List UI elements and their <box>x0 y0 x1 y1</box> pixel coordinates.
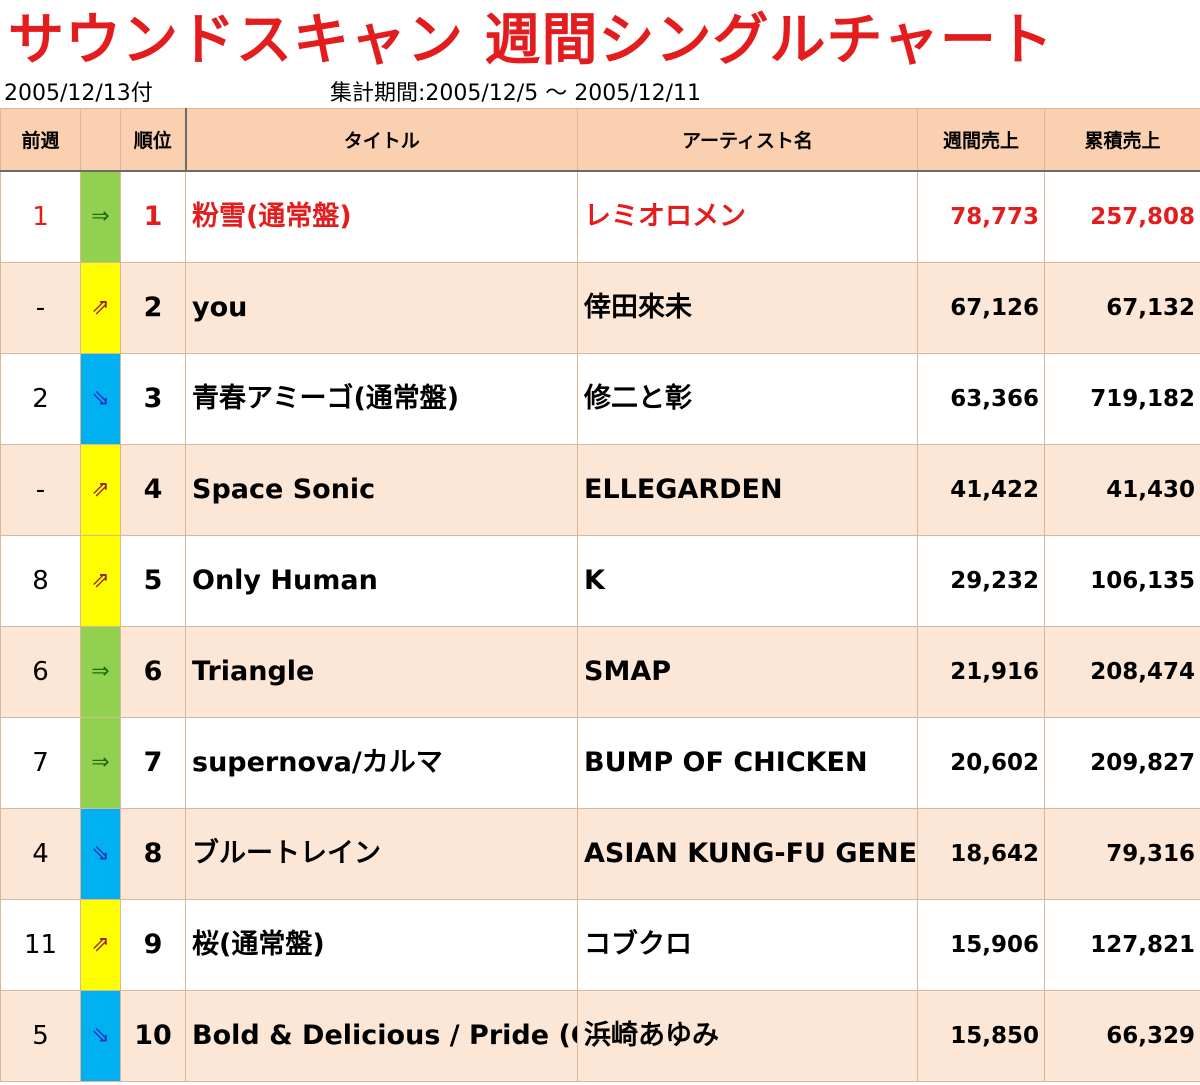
weekly-sales-cell: 20,602 <box>917 716 1045 809</box>
prev-week-cell: 5 <box>0 989 81 1082</box>
prev-week-cell: 2 <box>0 352 81 445</box>
total-sales-cell: 41,430 <box>1044 443 1200 536</box>
artist-cell: 浜崎あゆみ <box>577 989 918 1082</box>
col-rank: 順位 <box>120 108 187 172</box>
rank-cell: 3 <box>120 352 186 445</box>
title-cell: 粉雪(通常盤) <box>185 170 578 263</box>
artist-cell: コブクロ <box>577 898 918 991</box>
arrow-right-icon: ⇒ <box>80 170 121 263</box>
col-total-sales: 累積売上 <box>1044 108 1200 172</box>
arrow-up-right-icon: ⇗ <box>80 898 121 991</box>
arrow-up-right-icon: ⇗ <box>80 261 121 354</box>
arrow-up-right-icon: ⇗ <box>80 443 121 536</box>
weekly-sales-cell: 67,126 <box>917 261 1045 354</box>
table-row: 11 ⇗ 9 桜(通常盤) コブクロ 15,906 127,821 <box>0 898 1200 991</box>
title-cell: Triangle <box>185 625 578 718</box>
arrow-up-right-icon: ⇗ <box>80 534 121 627</box>
rank-cell: 9 <box>120 898 186 991</box>
prev-week-cell: 4 <box>0 807 81 900</box>
total-sales-cell: 208,474 <box>1044 625 1200 718</box>
rank-cell: 1 <box>120 170 186 263</box>
arrow-down-right-icon: ⇘ <box>80 989 121 1082</box>
artist-cell: 修二と彰 <box>577 352 918 445</box>
artist-cell: 倖田來未 <box>577 261 918 354</box>
weekly-sales-cell: 41,422 <box>917 443 1045 536</box>
total-sales-cell: 127,821 <box>1044 898 1200 991</box>
prev-week-cell: 7 <box>0 716 81 809</box>
title-cell: 青春アミーゴ(通常盤) <box>185 352 578 445</box>
arrow-right-icon: ⇒ <box>80 625 121 718</box>
total-sales-cell: 79,316 <box>1044 807 1200 900</box>
title-cell: supernova/カルマ <box>185 716 578 809</box>
header-row: 前週 順位 タイトル アーティスト名 週間売上 累積売上 <box>0 108 1200 172</box>
weekly-sales-cell: 78,773 <box>917 170 1045 263</box>
arrow-right-icon: ⇒ <box>80 716 121 809</box>
table-row: - ⇗ 2 you 倖田來未 67,126 67,132 <box>0 261 1200 354</box>
rank-cell: 4 <box>120 443 186 536</box>
artist-cell: K <box>577 534 918 627</box>
weekly-sales-cell: 29,232 <box>917 534 1045 627</box>
table-row: 8 ⇗ 5 Only Human K 29,232 106,135 <box>0 534 1200 627</box>
prev-week-cell: - <box>0 261 81 354</box>
arrow-down-right-icon: ⇘ <box>80 352 121 445</box>
total-sales-cell: 106,135 <box>1044 534 1200 627</box>
rank-cell: 5 <box>120 534 186 627</box>
rank-cell: 7 <box>120 716 186 809</box>
total-sales-cell: 67,132 <box>1044 261 1200 354</box>
weekly-sales-cell: 15,850 <box>917 989 1045 1082</box>
chart-date: 2005/12/13付 <box>4 81 153 106</box>
tally-period: 集計期間:2005/12/5 ～ 2005/12/11 <box>330 81 702 106</box>
weekly-sales-cell: 21,916 <box>917 625 1045 718</box>
total-sales-cell: 66,329 <box>1044 989 1200 1082</box>
artist-cell: ASIAN KUNG-FU GENERATION <box>577 807 918 900</box>
weekly-sales-cell: 63,366 <box>917 352 1045 445</box>
artist-cell: ELLEGARDEN <box>577 443 918 536</box>
total-sales-cell: 257,808 <box>1044 170 1200 263</box>
table-row: - ⇗ 4 Space Sonic ELLEGARDEN 41,422 41,430 <box>0 443 1200 536</box>
prev-week-cell: 6 <box>0 625 81 718</box>
singles-chart-table: 前週 順位 タイトル アーティスト名 週間売上 累積売上 1 ⇒ 1 粉雪(通常盤) レ… <box>0 108 1200 1082</box>
col-title: タイトル <box>185 108 578 172</box>
title-cell: ブルートレイン <box>185 807 578 900</box>
rank-cell: 6 <box>120 625 186 718</box>
prev-week-cell: 1 <box>0 170 81 263</box>
weekly-sales-cell: 15,906 <box>917 898 1045 991</box>
page-title: サウンドスキャン 週間シングルチャート <box>8 8 1054 73</box>
col-movement <box>80 108 121 172</box>
prev-week-cell: 8 <box>0 534 81 627</box>
title-cell: Only Human <box>185 534 578 627</box>
table-row: 2 ⇘ 3 青春アミーゴ(通常盤) 修二と彰 63,366 719,182 <box>0 352 1200 445</box>
artist-cell: SMAP <box>577 625 918 718</box>
col-weekly-sales: 週間売上 <box>917 108 1045 172</box>
table-row: 6 ⇒ 6 Triangle SMAP 21,916 208,474 <box>0 625 1200 718</box>
prev-week-cell: - <box>0 443 81 536</box>
title-cell: you <box>185 261 578 354</box>
rank-cell: 2 <box>120 261 186 354</box>
col-artist: アーティスト名 <box>577 108 918 172</box>
artist-cell: BUMP OF CHICKEN <box>577 716 918 809</box>
title-cell: Bold & Delicious / Pride (CD+DVD) <box>185 989 578 1082</box>
title-cell: Space Sonic <box>185 443 578 536</box>
rank-cell: 10 <box>120 989 186 1082</box>
col-prev-week: 前週 <box>0 108 81 172</box>
weekly-sales-cell: 18,642 <box>917 807 1045 900</box>
prev-week-cell: 11 <box>0 898 81 991</box>
total-sales-cell: 719,182 <box>1044 352 1200 445</box>
total-sales-cell: 209,827 <box>1044 716 1200 809</box>
table-row: 1 ⇒ 1 粉雪(通常盤) レミオロメン 78,773 257,808 <box>0 170 1200 263</box>
title-cell: 桜(通常盤) <box>185 898 578 991</box>
artist-cell: レミオロメン <box>577 170 918 263</box>
rank-cell: 8 <box>120 807 186 900</box>
arrow-down-right-icon: ⇘ <box>80 807 121 900</box>
table-row: 7 ⇒ 7 supernova/カルマ BUMP OF CHICKEN 20,602 209… <box>0 716 1200 809</box>
